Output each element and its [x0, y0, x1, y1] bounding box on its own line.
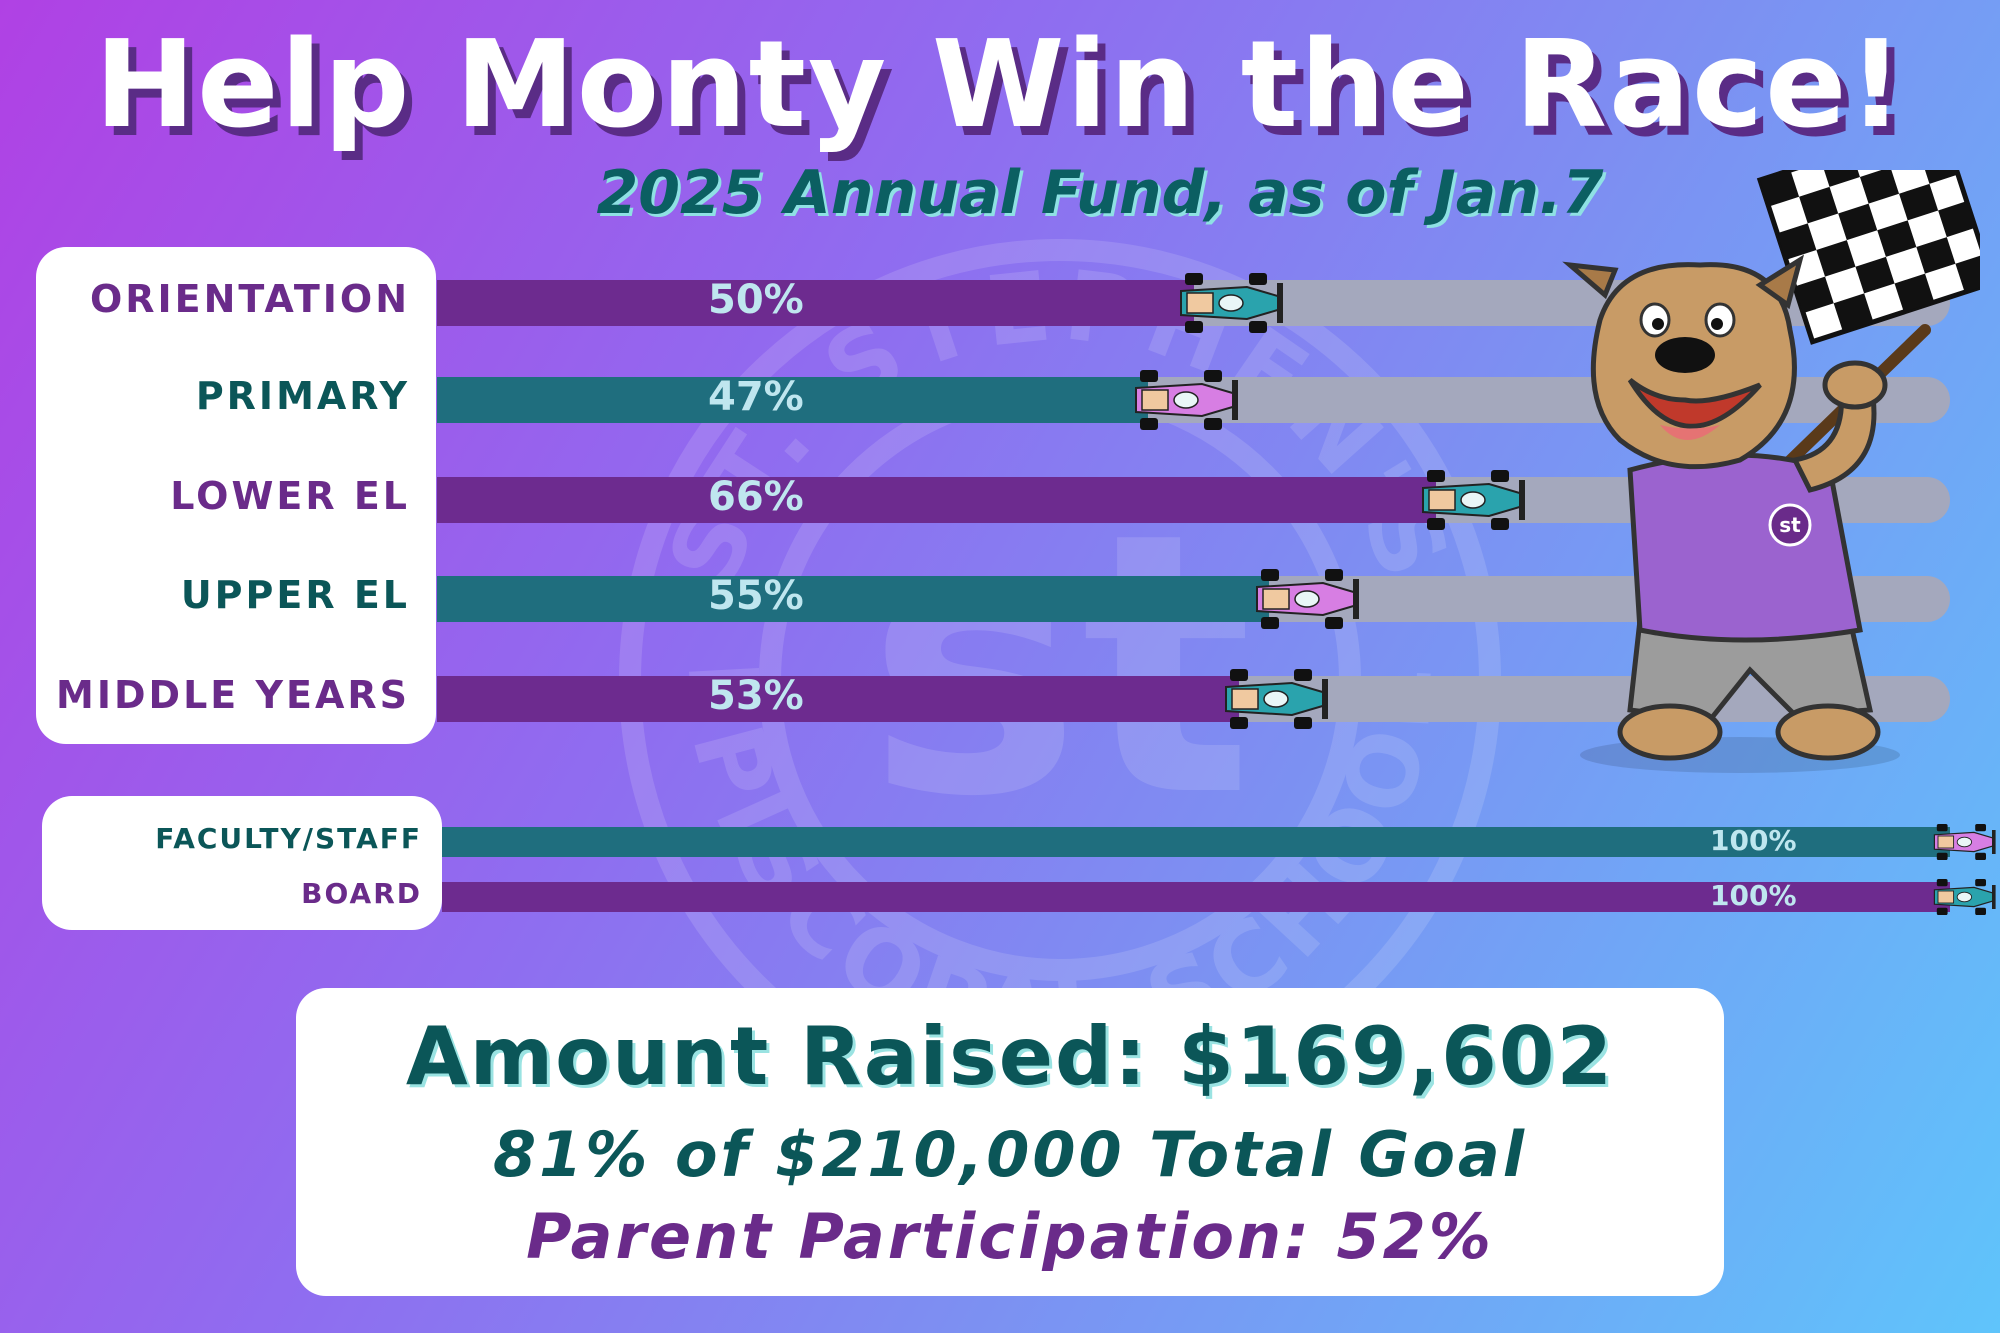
progress-bar — [437, 377, 1149, 423]
percent-label: 50% — [708, 277, 804, 323]
monty-mascot: st — [1562, 170, 1980, 773]
category-label: LOWER EL — [170, 474, 410, 518]
progress-bar — [442, 827, 1950, 857]
staff-label-panel — [42, 796, 442, 930]
percent-label: 55% — [708, 573, 804, 619]
category-label: PRIMARY — [195, 374, 410, 418]
race-car-icon — [1255, 569, 1359, 629]
percent-label: 100% — [1710, 824, 1797, 857]
checkered-flag-icon — [1756, 170, 1980, 345]
progress-bar — [437, 280, 1194, 326]
percent-label: 66% — [708, 474, 804, 520]
race-car-icon — [1134, 370, 1238, 430]
progress-bar — [442, 882, 1950, 912]
race-car-icon — [1933, 824, 1996, 860]
race-car-icon — [1225, 669, 1329, 729]
percent-label: 100% — [1710, 879, 1797, 912]
category-label: MIDDLE YEARS — [56, 673, 410, 717]
race-car-icon — [1933, 879, 1996, 915]
race-car-icon — [1422, 470, 1526, 530]
percent-label: 47% — [708, 374, 804, 420]
page-title: Help Monty Win the Race! — [94, 16, 1906, 155]
category-label: FACULTY/STAFF — [155, 822, 422, 855]
progress-bar — [437, 477, 1436, 523]
summary-box: Amount Raised: $169,602 81% of $210,000 … — [296, 988, 1724, 1296]
category-label: UPPER EL — [180, 573, 410, 617]
amount-raised: Amount Raised: $169,602 — [405, 1010, 1615, 1103]
percent-label: 53% — [708, 673, 804, 719]
seal-monogram: st — [867, 456, 1253, 875]
progress-bar — [437, 676, 1239, 722]
total-goal: 81% of $210,000 Total Goal — [492, 1118, 1528, 1191]
progress-bar — [437, 576, 1270, 622]
page-subtitle: 2025 Annual Fund, as of Jan.7 — [596, 158, 1604, 228]
parent-participation: Parent Participation: 52% — [526, 1200, 1494, 1273]
category-label: ORIENTATION — [89, 277, 410, 321]
division-label-panel — [36, 247, 436, 744]
category-label: BOARD — [301, 877, 422, 910]
shirt-monogram: st — [1779, 513, 1801, 537]
race-car-icon — [1180, 273, 1283, 333]
